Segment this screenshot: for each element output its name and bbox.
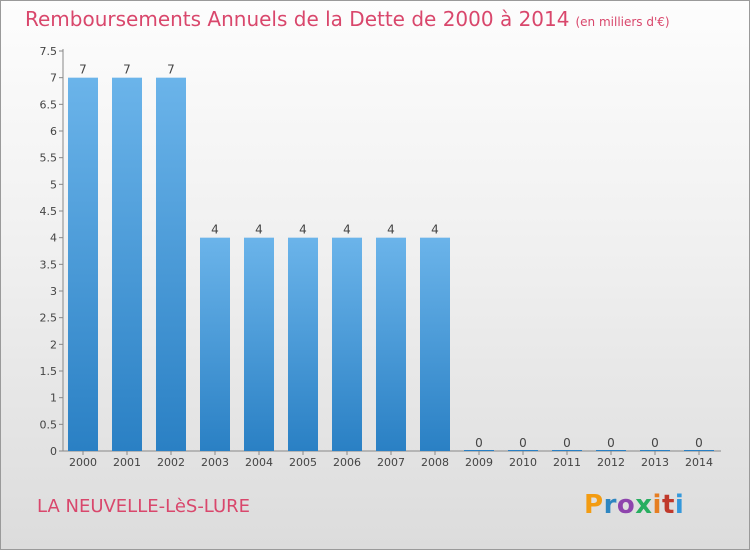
data-label: 7 xyxy=(167,63,175,77)
logo-letter: o xyxy=(616,490,636,520)
x-tick-label: 2000 xyxy=(69,456,97,469)
y-tick-label: 2 xyxy=(50,338,57,351)
y-tick-label: 4.5 xyxy=(40,205,58,218)
bar-2000 xyxy=(68,77,98,452)
logo-letter: t xyxy=(661,490,675,520)
y-tick-label: 6.5 xyxy=(40,98,58,111)
x-tick-label: 2002 xyxy=(157,456,185,469)
data-label: 4 xyxy=(299,223,307,237)
data-label: 4 xyxy=(255,223,263,237)
y-tick-label: 4 xyxy=(50,232,57,245)
y-tick-label: 5.5 xyxy=(40,152,58,165)
bar-2005 xyxy=(288,237,318,451)
bar-2002 xyxy=(156,77,186,452)
bar-2006 xyxy=(332,237,362,451)
data-label: 0 xyxy=(651,436,659,450)
bar-2014 xyxy=(684,450,714,451)
x-tick-label: 2005 xyxy=(289,456,317,469)
bar-2009 xyxy=(464,450,494,451)
bar-2003 xyxy=(200,237,230,451)
y-tick-label: 7.5 xyxy=(40,45,58,58)
data-label: 4 xyxy=(387,223,395,237)
x-tick-label: 2012 xyxy=(597,456,625,469)
data-label: 0 xyxy=(563,436,571,450)
logo-letter: x xyxy=(635,490,653,520)
data-label: 4 xyxy=(211,223,219,237)
data-label: 0 xyxy=(519,436,527,450)
y-tick-label: 5 xyxy=(50,178,57,191)
x-tick-label: 2014 xyxy=(685,456,713,469)
y-tick-label: 0 xyxy=(50,445,57,458)
bar-2001 xyxy=(112,77,142,452)
chart-title: Remboursements Annuels de la Dette de 20… xyxy=(25,7,670,31)
x-tick-label: 2009 xyxy=(465,456,493,469)
y-tick-label: 3.5 xyxy=(40,258,58,271)
logo-letter: r xyxy=(603,490,617,520)
y-tick-label: 1.5 xyxy=(40,365,58,378)
x-tick-label: 2007 xyxy=(377,456,405,469)
y-tick-label: 1 xyxy=(50,392,57,405)
x-tick-label: 2001 xyxy=(113,456,141,469)
x-tick-label: 2006 xyxy=(333,456,361,469)
y-tick-label: 2.5 xyxy=(40,312,58,325)
x-tick-label: 2011 xyxy=(553,456,581,469)
data-label: 4 xyxy=(431,223,439,237)
y-tick-label: 3 xyxy=(50,285,57,298)
proxiti-logo[interactable]: Proxiti xyxy=(584,490,684,520)
chart-unit: (en milliers d'€) xyxy=(575,15,670,29)
bar-2013 xyxy=(640,450,670,451)
bars xyxy=(68,77,714,452)
data-label: 0 xyxy=(695,436,703,450)
axes: 0 0.5 1 1.5 2 2.5 3 3.5 4 4.5 5 5.5 6 6.5 7 7.5 2000 2001… xyxy=(40,45,721,469)
y-tick-label: 0.5 xyxy=(40,418,58,431)
data-label: 4 xyxy=(343,223,351,237)
bar-2008 xyxy=(420,237,450,451)
logo-letter: i xyxy=(652,490,662,520)
data-label: 0 xyxy=(475,436,483,450)
bar-2011 xyxy=(552,450,582,451)
x-tick-label: 2003 xyxy=(201,456,229,469)
logo-letter: i xyxy=(674,490,685,520)
y-tick-label: 6 xyxy=(50,125,57,138)
x-tick-label: 2013 xyxy=(641,456,669,469)
x-tick-label: 2008 xyxy=(421,456,449,469)
logo-letter: P xyxy=(584,490,604,520)
x-tick-label: 2010 xyxy=(509,456,537,469)
x-tick-label: 2004 xyxy=(245,456,273,469)
bar-2012 xyxy=(596,450,626,451)
data-label: 0 xyxy=(607,436,615,450)
chart-title-text: Remboursements Annuels de la Dette de 20… xyxy=(25,7,570,31)
bar-2010 xyxy=(508,450,538,451)
data-labels: 7 7 7 4 4 4 4 4 4 0 0 0 0 0 0 xyxy=(79,63,703,450)
bar-2007 xyxy=(376,237,406,451)
bar-2004 xyxy=(244,237,274,451)
data-label: 7 xyxy=(79,63,87,77)
location-label: LA NEUVELLE-LèS-LURE xyxy=(37,496,250,517)
y-tick-label: 7 xyxy=(50,72,57,85)
data-label: 7 xyxy=(123,63,131,77)
